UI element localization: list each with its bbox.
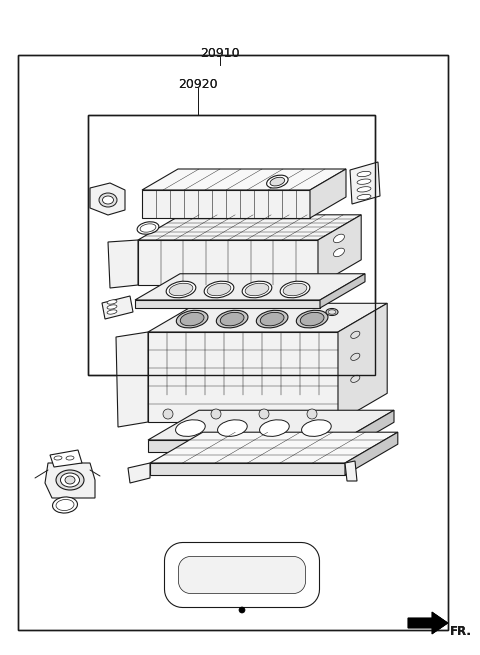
Ellipse shape	[296, 310, 328, 328]
Polygon shape	[345, 432, 398, 475]
Text: 20920: 20920	[178, 78, 218, 91]
Circle shape	[163, 409, 173, 419]
Circle shape	[307, 409, 317, 419]
Polygon shape	[50, 450, 82, 467]
Ellipse shape	[351, 375, 360, 383]
Text: FR.: FR.	[450, 625, 472, 638]
Ellipse shape	[357, 172, 371, 177]
Bar	[88, 115, 375, 375]
Polygon shape	[320, 274, 365, 308]
Ellipse shape	[107, 300, 117, 304]
Ellipse shape	[176, 420, 205, 436]
Ellipse shape	[204, 281, 234, 298]
Ellipse shape	[270, 178, 285, 186]
Ellipse shape	[266, 175, 288, 188]
Polygon shape	[165, 542, 320, 607]
Ellipse shape	[137, 222, 159, 234]
Polygon shape	[408, 612, 448, 634]
Polygon shape	[108, 240, 138, 288]
Polygon shape	[142, 190, 310, 218]
Circle shape	[211, 409, 221, 419]
Text: FR.: FR.	[450, 625, 472, 638]
Ellipse shape	[60, 473, 80, 487]
Circle shape	[239, 607, 245, 613]
Bar	[88, 115, 375, 375]
Ellipse shape	[351, 331, 360, 339]
Ellipse shape	[301, 420, 331, 436]
Polygon shape	[148, 440, 343, 452]
Bar	[18, 55, 448, 630]
Ellipse shape	[56, 470, 84, 490]
Polygon shape	[45, 463, 95, 498]
Polygon shape	[148, 332, 338, 422]
Ellipse shape	[300, 312, 324, 326]
Ellipse shape	[180, 312, 204, 326]
Polygon shape	[138, 215, 361, 240]
Ellipse shape	[260, 312, 284, 326]
Polygon shape	[310, 169, 346, 218]
Ellipse shape	[357, 195, 371, 200]
Ellipse shape	[351, 353, 360, 360]
Ellipse shape	[357, 179, 371, 184]
Ellipse shape	[242, 281, 272, 298]
Polygon shape	[116, 332, 148, 427]
Ellipse shape	[216, 310, 248, 328]
Ellipse shape	[334, 248, 345, 257]
Ellipse shape	[107, 310, 117, 314]
Ellipse shape	[52, 497, 77, 513]
Bar	[18, 55, 448, 630]
Ellipse shape	[54, 456, 62, 460]
Ellipse shape	[207, 283, 231, 296]
Ellipse shape	[176, 310, 208, 328]
Polygon shape	[150, 432, 398, 463]
Polygon shape	[408, 612, 448, 634]
Ellipse shape	[280, 281, 310, 298]
Ellipse shape	[169, 283, 193, 296]
Ellipse shape	[220, 312, 244, 326]
Ellipse shape	[103, 196, 113, 204]
Ellipse shape	[99, 193, 117, 207]
Polygon shape	[148, 410, 394, 440]
Ellipse shape	[260, 420, 289, 436]
Ellipse shape	[140, 224, 156, 232]
Polygon shape	[150, 463, 345, 475]
Circle shape	[259, 409, 269, 419]
Ellipse shape	[217, 420, 247, 436]
Polygon shape	[135, 274, 365, 300]
Polygon shape	[138, 240, 318, 285]
Text: 20910: 20910	[200, 47, 240, 60]
Polygon shape	[135, 300, 320, 308]
Ellipse shape	[245, 283, 269, 296]
Ellipse shape	[107, 305, 117, 309]
Polygon shape	[102, 296, 133, 319]
Polygon shape	[345, 461, 357, 481]
Ellipse shape	[283, 283, 307, 296]
Ellipse shape	[357, 187, 371, 192]
Text: 20910: 20910	[200, 47, 240, 60]
Polygon shape	[128, 463, 150, 483]
Polygon shape	[148, 303, 387, 332]
Ellipse shape	[65, 476, 75, 484]
Polygon shape	[318, 215, 361, 285]
Ellipse shape	[256, 310, 288, 328]
Ellipse shape	[66, 456, 74, 460]
Polygon shape	[142, 169, 346, 190]
Ellipse shape	[328, 310, 336, 314]
Ellipse shape	[334, 234, 345, 243]
Polygon shape	[179, 557, 305, 593]
Polygon shape	[343, 410, 394, 452]
Ellipse shape	[166, 281, 196, 298]
Ellipse shape	[56, 500, 74, 510]
Polygon shape	[90, 183, 125, 215]
Ellipse shape	[326, 309, 338, 316]
Polygon shape	[338, 303, 387, 422]
Polygon shape	[350, 162, 380, 204]
Text: 20920: 20920	[178, 78, 218, 91]
